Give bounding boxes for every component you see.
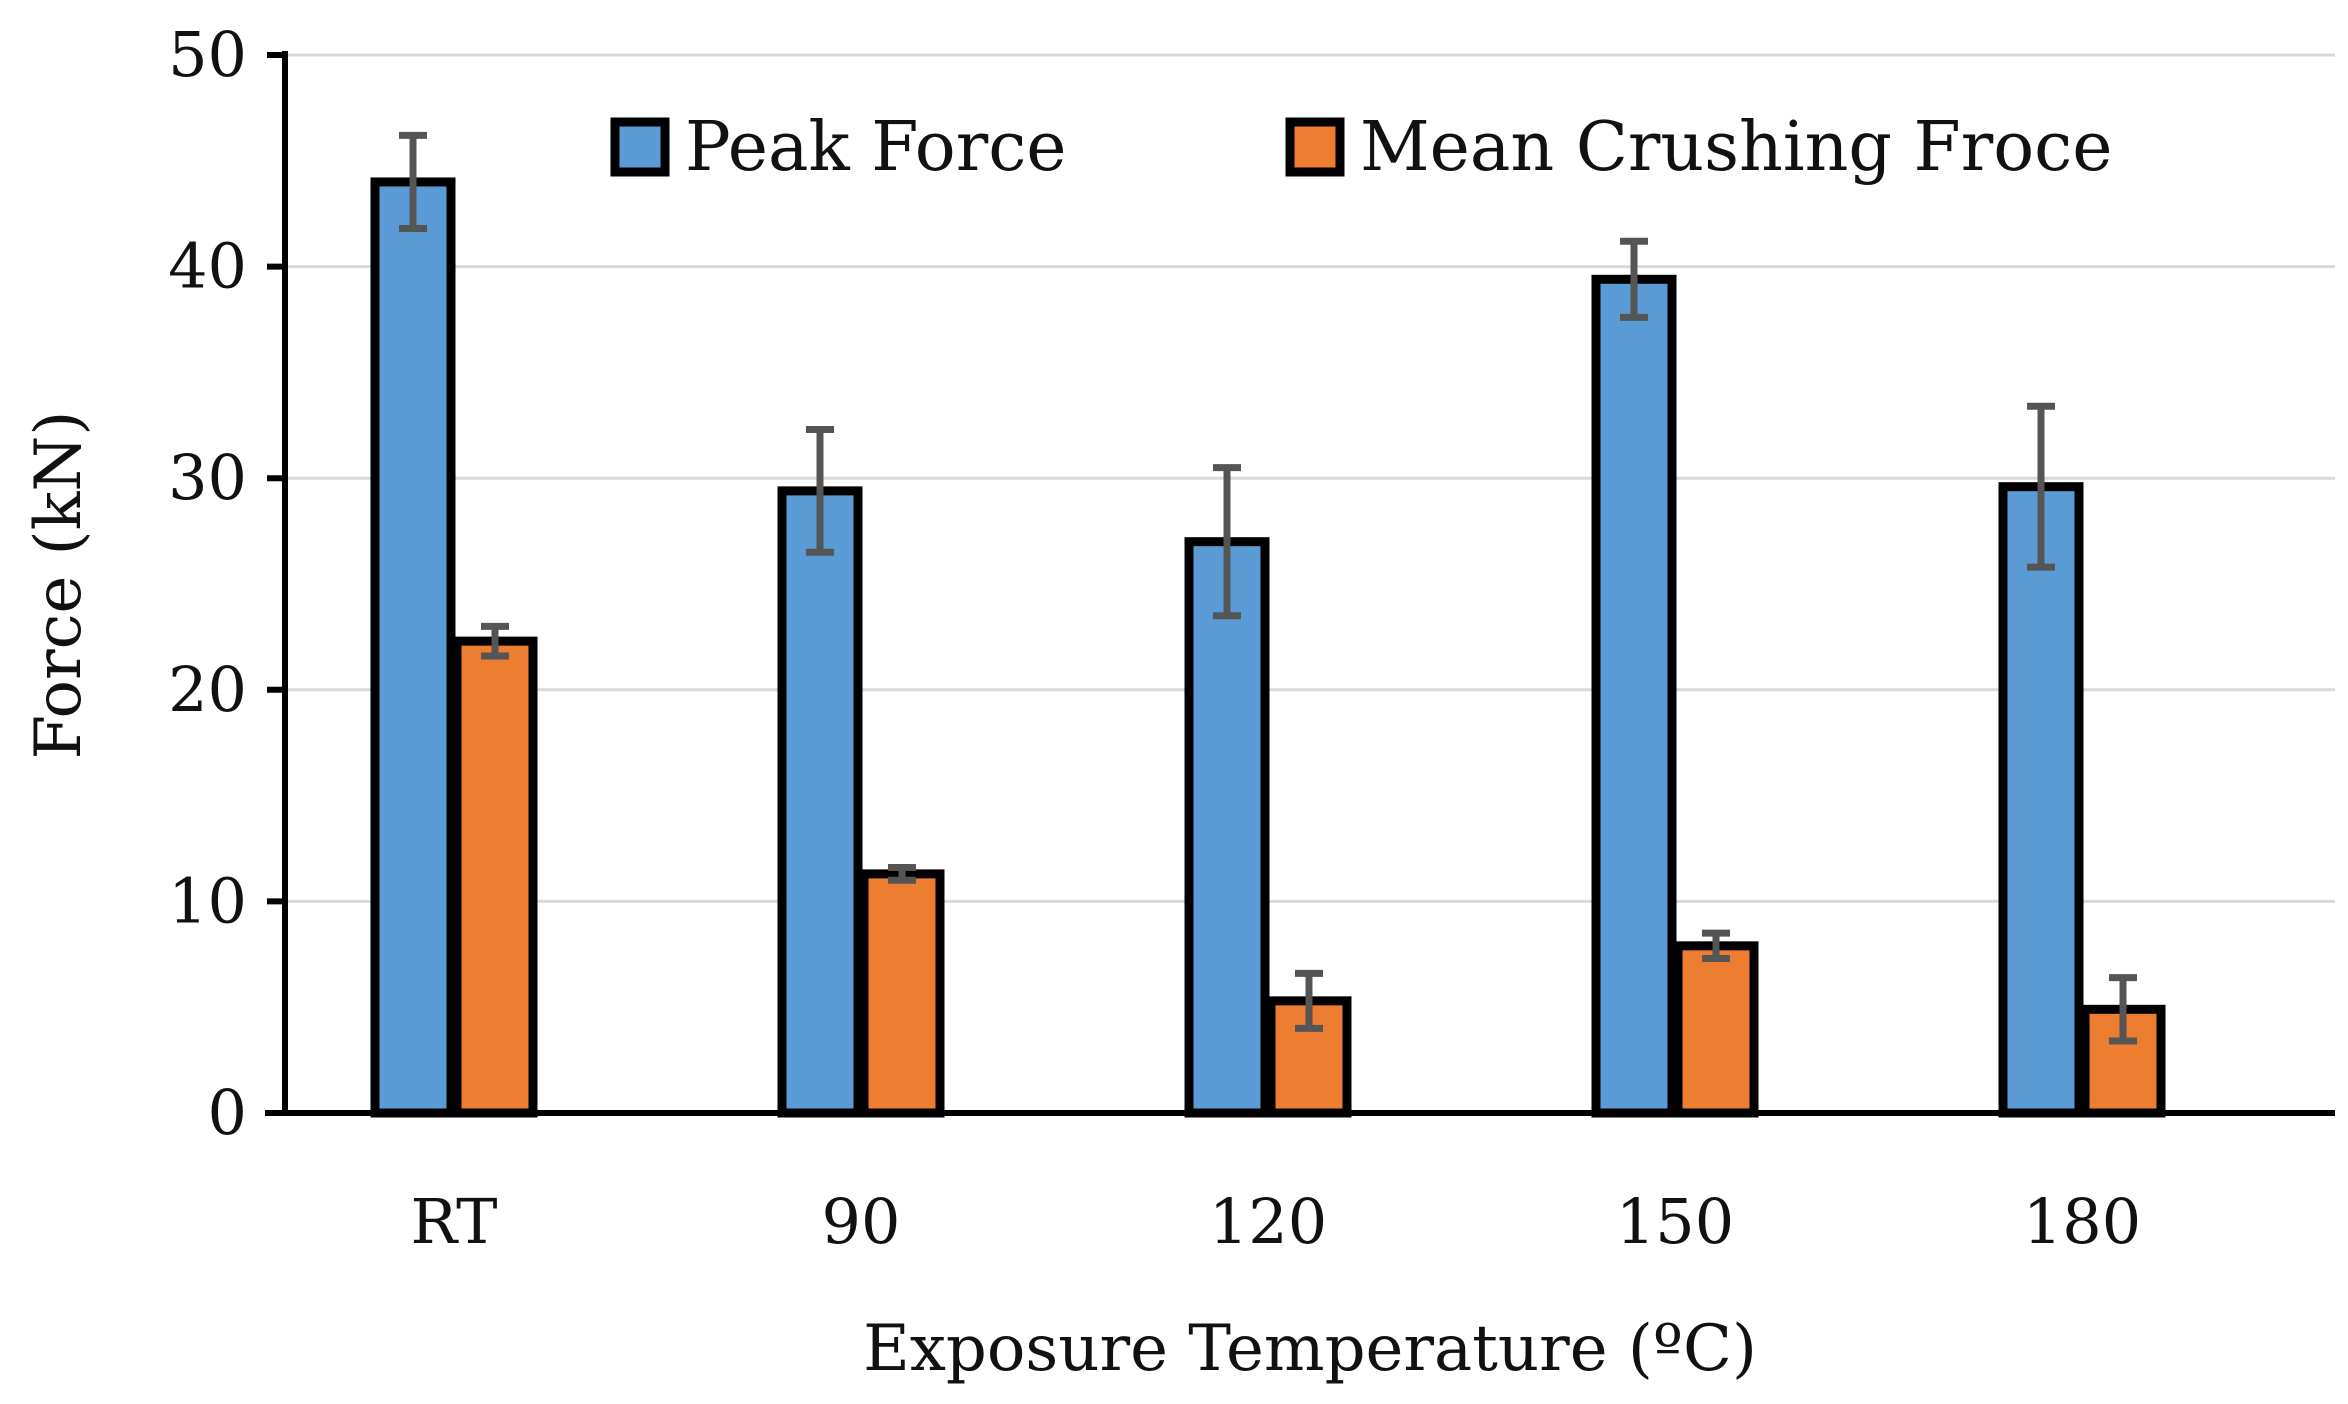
- y-axis-title: Force (kN): [22, 411, 96, 760]
- legend-swatch-mean-crushing-force: [1285, 117, 1345, 177]
- error-bar-peak-force-90: [806, 426, 834, 556]
- x-tick-labels: RT 90 120 150 180: [411, 1185, 2142, 1258]
- error-bar-mean-crushing-force-120: [1295, 969, 1323, 1032]
- bar-peak-force-150: [1591, 274, 1677, 1118]
- error-bar-mean-crushing-force-150: [1702, 929, 1730, 963]
- error-bars: [399, 131, 2137, 1045]
- bar-peak-force-90: [777, 486, 863, 1118]
- bar-mean-crushing-force-90: [859, 869, 945, 1118]
- error-bar-peak-force-RT: [399, 131, 427, 233]
- error-bar-peak-force-120: [1213, 464, 1241, 620]
- bar-mean-crushing-force-150: [1673, 941, 1759, 1118]
- gridlines: [285, 53, 2335, 903]
- bars: [370, 177, 2166, 1118]
- y-tick-label-30: 30: [168, 441, 247, 514]
- bar-peak-force-180: [1998, 482, 2084, 1118]
- y-tick-label-10: 10: [168, 864, 247, 937]
- x-tick-label-180: 180: [2023, 1185, 2141, 1258]
- legend-swatch-peak-force: [610, 117, 670, 177]
- x-tick-label-150: 150: [1616, 1185, 1734, 1258]
- legend-label-mean-crushing-force: Mean Crushing Froce: [1360, 108, 2112, 187]
- y-tick-label-0: 0: [208, 1076, 247, 1149]
- bar-peak-force-120: [1184, 537, 1270, 1118]
- bar-mean-crushing-force-RT: [452, 636, 538, 1118]
- x-tick-label-120: 120: [1209, 1185, 1327, 1258]
- error-bar-mean-crushing-force-RT: [481, 622, 509, 660]
- x-tick-label-90: 90: [822, 1185, 901, 1258]
- error-bar-mean-crushing-force-180: [2109, 974, 2137, 1045]
- x-tick-label-RT: RT: [411, 1185, 498, 1258]
- y-tick-label-40: 40: [168, 230, 247, 303]
- bar-peak-force-RT: [370, 177, 456, 1118]
- y-tick-labels: 0 10 20 30 40 50: [168, 18, 247, 1149]
- error-bar-mean-crushing-force-90: [888, 864, 916, 884]
- error-bar-peak-force-180: [2027, 402, 2055, 571]
- y-tick-label-50: 50: [168, 18, 247, 91]
- legend: Peak Force Mean Crushing Froce: [610, 108, 2112, 187]
- axes: [265, 51, 2335, 1116]
- y-tick-label-20: 20: [168, 653, 247, 726]
- error-bar-peak-force-150: [1620, 237, 1648, 321]
- x-axis-title: Exposure Temperature (ºC): [863, 1312, 1757, 1386]
- legend-label-peak-force: Peak Force: [685, 108, 1067, 187]
